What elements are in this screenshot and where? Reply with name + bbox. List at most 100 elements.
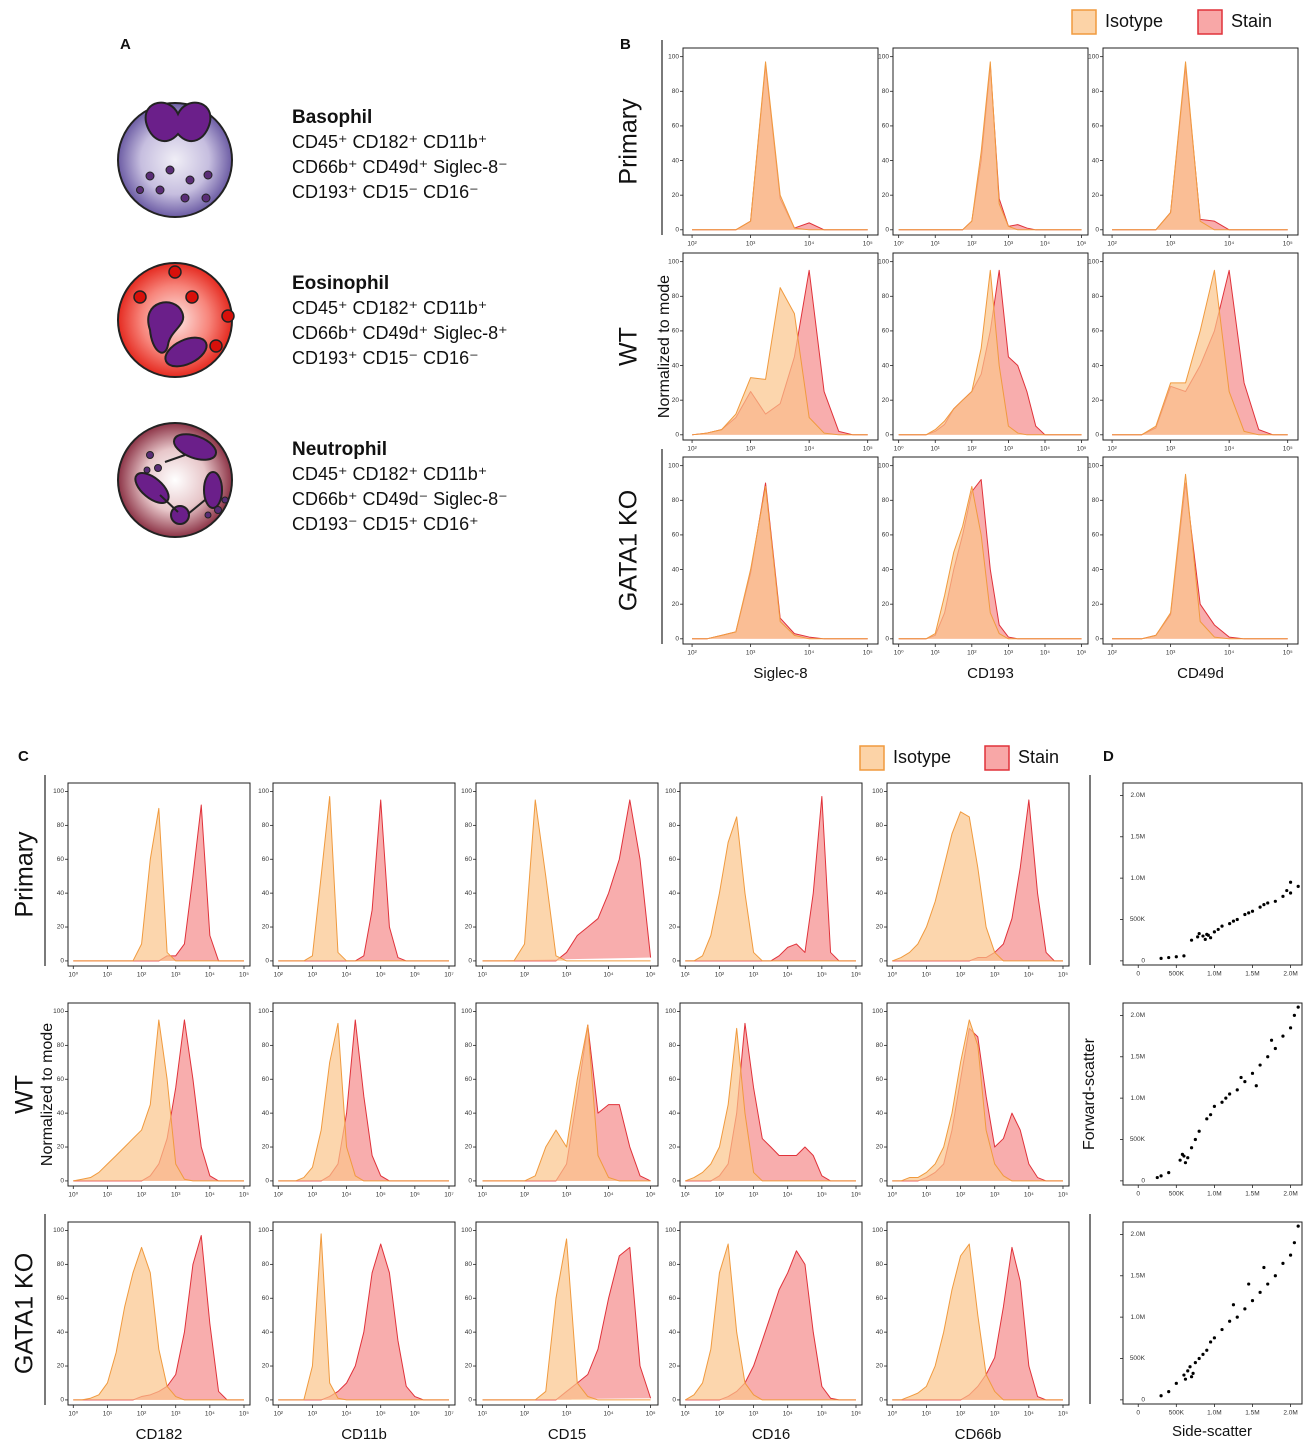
row-label: Primary bbox=[615, 98, 643, 185]
x-tick-label: 10¹ bbox=[681, 972, 691, 979]
y-tick-label: 60 bbox=[1092, 123, 1100, 130]
y-tick-label: 20 bbox=[465, 1363, 473, 1370]
y-tick-label: 80 bbox=[672, 497, 680, 504]
scatter-point bbox=[1281, 1261, 1285, 1265]
scatter-point bbox=[1159, 1174, 1163, 1178]
y-tick-label: 100 bbox=[665, 1008, 676, 1015]
x-tick-label: 10⁰ bbox=[894, 446, 904, 453]
cell-markers: CD193⁻ CD15⁺ CD16⁺ bbox=[292, 514, 479, 534]
scatter-point bbox=[1292, 1013, 1296, 1018]
x-tick-label: 10² bbox=[967, 446, 977, 453]
x-tick-label: 10⁶ bbox=[851, 972, 861, 979]
x-tick-label: 10² bbox=[967, 241, 977, 248]
plot-frame bbox=[886, 782, 1070, 967]
y-tick-label: 80 bbox=[57, 1042, 65, 1049]
x-tick-label: 10⁴ bbox=[804, 241, 814, 248]
x-tick-label: 10⁴ bbox=[1224, 241, 1234, 248]
y-tick-label: 40 bbox=[57, 1110, 65, 1117]
scatter-point bbox=[1155, 1175, 1159, 1180]
y-tick-label: 20 bbox=[57, 924, 65, 931]
scatter-point bbox=[1208, 936, 1213, 940]
y-tick-label: 20 bbox=[1092, 397, 1100, 404]
y-tick-label: 60 bbox=[57, 1076, 65, 1083]
x-tick-label: 2.0M bbox=[1283, 1410, 1297, 1417]
histogram-area bbox=[1112, 66, 1288, 231]
x-tick-label: 10³ bbox=[749, 1192, 759, 1199]
x-tick-label: 10⁰ bbox=[887, 972, 897, 979]
y-tick-label: 80 bbox=[1092, 293, 1100, 300]
y-tick-label: 20 bbox=[465, 1144, 473, 1151]
x-tick-label: 500K bbox=[1169, 971, 1185, 978]
legend-label: Stain bbox=[1231, 11, 1272, 31]
plot-frame bbox=[886, 1002, 1070, 1187]
y-tick-label: 0 bbox=[60, 1397, 64, 1404]
y-tick-label: 0 bbox=[468, 1397, 472, 1404]
y-tick-label: 1.0M bbox=[1131, 875, 1145, 882]
x-tick-label: 10³ bbox=[562, 1411, 572, 1418]
y-tick-label: 0 bbox=[1095, 227, 1099, 234]
y-tick-label: 80 bbox=[465, 1042, 473, 1049]
x-tick-label: 10⁵ bbox=[646, 1411, 656, 1418]
x-tick-label: 10⁷ bbox=[444, 972, 454, 979]
histogram-area bbox=[482, 1238, 651, 1401]
x-tick-label: 500K bbox=[1169, 1410, 1185, 1417]
histogram-area bbox=[278, 1243, 449, 1401]
x-tick-label: 10³ bbox=[990, 1411, 1000, 1418]
histogram-area bbox=[898, 485, 1082, 640]
y-tick-label: 40 bbox=[669, 1110, 677, 1117]
cell-markers: CD66b⁺ CD49d⁺ Siglec-8⁺ bbox=[292, 323, 508, 343]
y-tick-label: 40 bbox=[672, 157, 680, 164]
y-tick-label: 60 bbox=[669, 1076, 677, 1083]
y-tick-label: 0 bbox=[885, 636, 889, 643]
x-tick-label: 10¹ bbox=[922, 1192, 932, 1199]
x-tick-label: 1.5M bbox=[1245, 1191, 1259, 1198]
histogram-area bbox=[73, 1246, 244, 1401]
x-axis-label: CD66b bbox=[955, 1426, 1002, 1443]
scatter-point bbox=[1262, 903, 1266, 907]
x-tick-label: 1.5M bbox=[1245, 971, 1259, 978]
scatter-point bbox=[1296, 884, 1300, 889]
y-axis-label: Normalized to mode bbox=[39, 1023, 56, 1166]
y-tick-label: 500K bbox=[1130, 1355, 1146, 1362]
scatter-point bbox=[1273, 1274, 1277, 1278]
x-tick-label: 10⁴ bbox=[1040, 446, 1050, 453]
legend-swatch bbox=[984, 745, 1010, 771]
y-tick-label: 100 bbox=[872, 788, 883, 795]
cell-markers: CD66b⁺ CD49d⁻ Siglec-8⁻ bbox=[292, 489, 508, 509]
y-tick-label: 0 bbox=[265, 958, 269, 965]
y-tick-label: 80 bbox=[262, 1042, 270, 1049]
y-tick-label: 1.5M bbox=[1131, 1053, 1145, 1060]
x-tick-label: 10³ bbox=[171, 1192, 181, 1199]
x-tick-label: 10⁵ bbox=[1283, 650, 1293, 657]
histogram-area bbox=[278, 1019, 449, 1182]
y-tick-label: 20 bbox=[669, 1144, 677, 1151]
y-tick-label: 80 bbox=[882, 497, 890, 504]
scatter-point bbox=[1273, 899, 1277, 903]
x-tick-label: 10⁵ bbox=[239, 1192, 249, 1199]
x-tick-label: 10⁶ bbox=[851, 1411, 861, 1418]
plot-frame bbox=[272, 1002, 456, 1187]
x-tick-label: 10⁵ bbox=[817, 1411, 827, 1418]
y-tick-label: 20 bbox=[669, 924, 677, 931]
y-tick-label: 1.0M bbox=[1131, 1095, 1145, 1102]
y-tick-label: 0 bbox=[879, 958, 883, 965]
x-axis-label: CD15 bbox=[548, 1426, 586, 1443]
x-tick-label: 10⁴ bbox=[205, 1192, 215, 1199]
y-tick-label: 80 bbox=[672, 88, 680, 95]
x-tick-label: 10² bbox=[687, 650, 697, 657]
y-tick-label: 100 bbox=[872, 1008, 883, 1015]
cell-markers: CD193⁺ CD15⁻ CD16⁻ bbox=[292, 348, 479, 368]
legend-swatch bbox=[1197, 9, 1223, 35]
x-tick-label: 10⁴ bbox=[1224, 446, 1234, 453]
x-tick-label: 10² bbox=[274, 972, 284, 979]
scatter-point bbox=[1197, 1129, 1201, 1133]
y-tick-label: 80 bbox=[57, 822, 65, 829]
y-tick-label: 100 bbox=[665, 788, 676, 795]
row-label: Primary bbox=[11, 831, 39, 918]
scatter-point bbox=[1285, 888, 1289, 893]
scatter-point bbox=[1212, 1336, 1217, 1340]
y-tick-label: 0 bbox=[885, 432, 889, 439]
y-tick-label: 500K bbox=[1130, 1136, 1146, 1143]
y-tick-label: 0 bbox=[672, 958, 676, 965]
x-tick-label: 10¹ bbox=[478, 972, 488, 979]
